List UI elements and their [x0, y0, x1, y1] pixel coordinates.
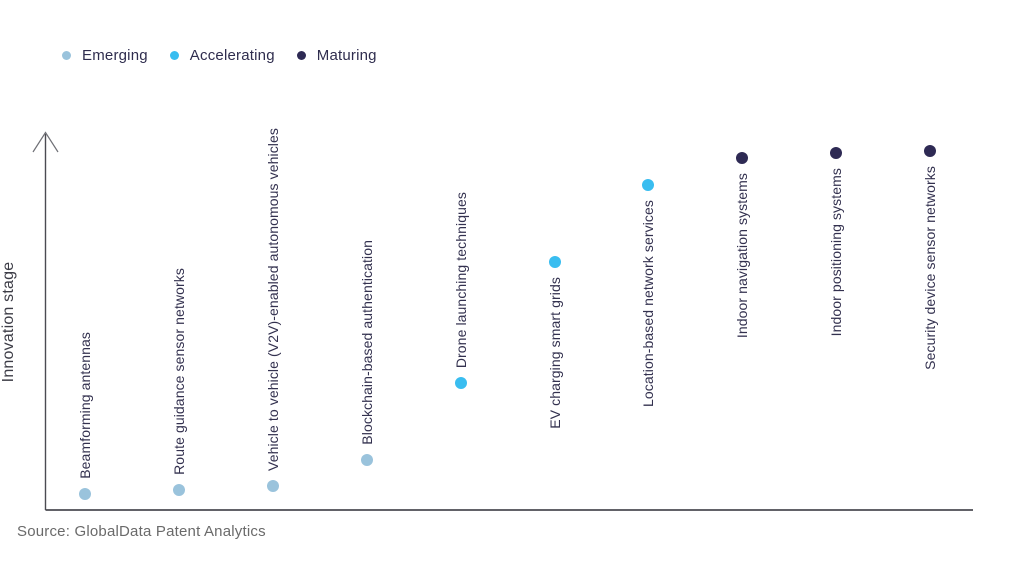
data-point-dot — [79, 487, 91, 500]
data-point-label: EV charging smart grids — [546, 277, 563, 429]
data-point-dot — [360, 453, 373, 466]
data-point-label: Indoor positioning systems — [828, 167, 845, 337]
data-point-dot — [172, 484, 185, 497]
legend-label-accelerating: Accelerating — [189, 47, 275, 64]
data-point-dot — [548, 256, 561, 269]
data-point-label: Security device sensor networks — [922, 165, 939, 370]
data-point-label: Indoor navigation systems — [734, 173, 751, 339]
y-axis-arrowhead-icon — [32, 131, 59, 153]
data-point-dot — [924, 144, 937, 157]
data-point-label: Beamforming antennas — [77, 332, 93, 479]
legend-label-emerging: Emerging — [82, 47, 148, 64]
data-point-label: Location-based network services — [640, 199, 657, 407]
data-point-dot — [454, 376, 467, 389]
data-point-dot — [642, 178, 655, 191]
emerging-dot-icon — [62, 51, 71, 60]
legend: Emerging Accelerating Maturing — [62, 47, 377, 64]
data-point-label: Vehicle to vehicle (V2V)-enabled autonom… — [264, 128, 281, 472]
legend-item-emerging: Emerging — [62, 47, 148, 64]
accelerating-dot-icon — [169, 51, 179, 60]
legend-item-maturing: Maturing — [296, 47, 377, 64]
data-point-dot — [830, 146, 843, 159]
data-point-label: Route guidance sensor networks — [170, 268, 187, 476]
data-point-label: Drone launching techniques — [452, 191, 469, 368]
maturing-dot-icon — [296, 51, 306, 60]
legend-item-accelerating: Accelerating — [169, 47, 275, 64]
data-point-dot — [736, 152, 749, 165]
source-note: Source: GlobalData Patent Analytics — [17, 523, 266, 540]
data-point-label: Blockchain-based authentication — [358, 240, 375, 445]
data-point-dot — [266, 480, 279, 493]
legend-label-maturing: Maturing — [316, 47, 377, 64]
